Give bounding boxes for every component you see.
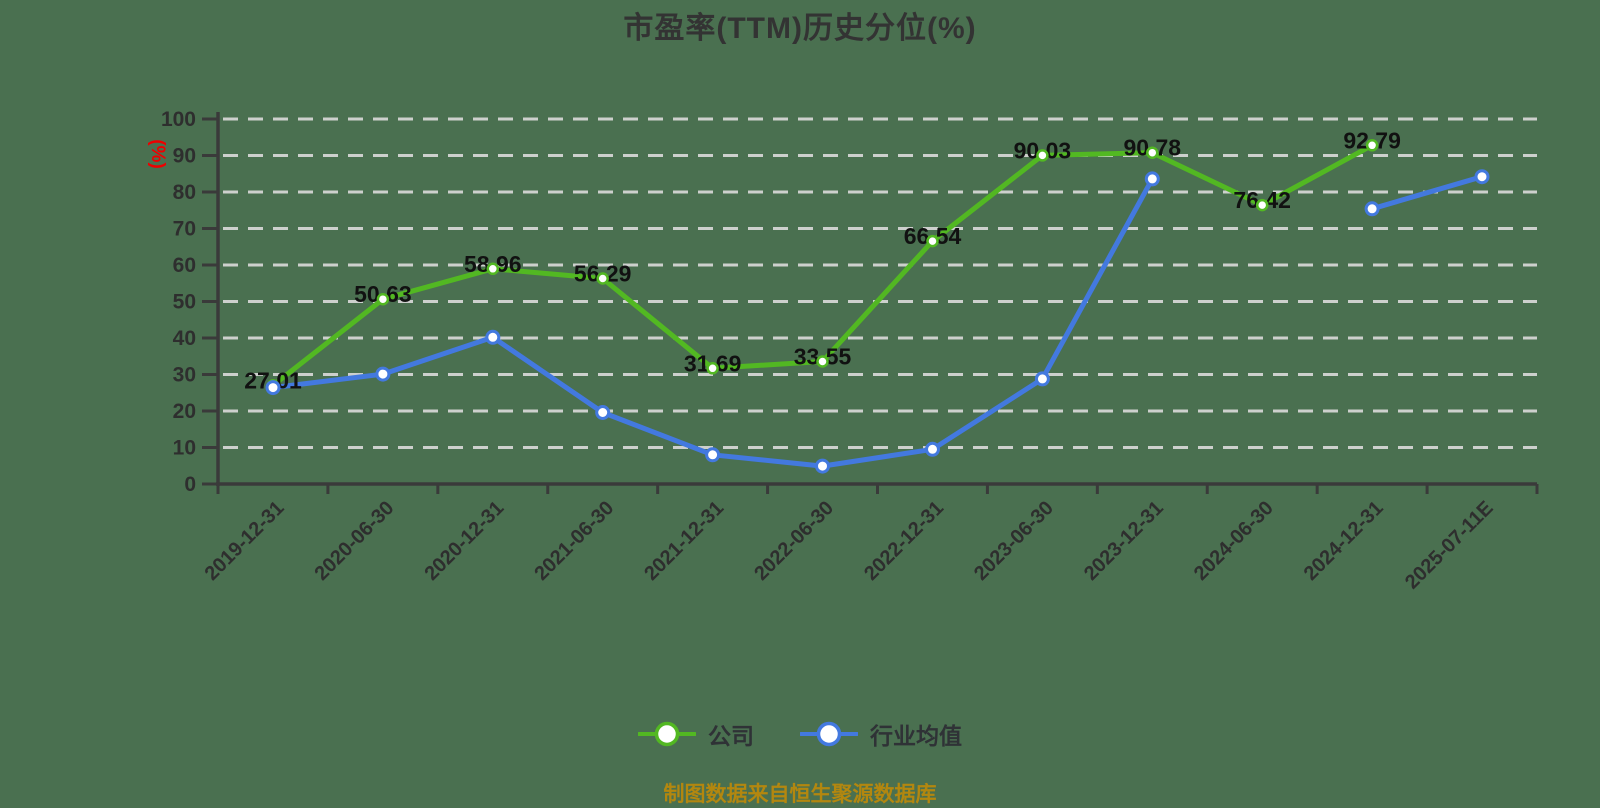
industry-data-point-marker [265, 380, 281, 396]
y-tick-label: 80 [173, 181, 196, 204]
company-data-point-marker [486, 262, 500, 276]
company-data-point-marker [1255, 198, 1269, 212]
x-tick-label: 2025-07-11E [1401, 497, 1498, 594]
industry-data-point-marker [1364, 201, 1380, 217]
legend-label-industry-average: 行业均值 [870, 723, 962, 749]
chart-title: 市盈率(TTM)历史分位(%) [623, 12, 977, 45]
legend: 公司 行业均值 [0, 716, 1600, 752]
industry-data-point-marker [1144, 171, 1160, 187]
y-tick-label: 40 [173, 327, 196, 350]
industry-data-point-marker [925, 441, 940, 457]
company-data-point-marker [596, 272, 609, 285]
legend-item-company[interactable]: 公司 [638, 717, 754, 751]
y-tick-label: 0 [184, 473, 196, 496]
industry-data-point-marker [705, 447, 721, 463]
industry-data-point-marker [1034, 371, 1050, 387]
y-tick-label: 20 [173, 400, 196, 423]
x-tick-label: 2023-12-31 [1080, 497, 1168, 585]
industry-data-point-marker [375, 366, 391, 382]
x-tick-label: 2020-12-31 [420, 497, 508, 585]
legend-item-industry-average[interactable]: 行业均值 [800, 717, 962, 751]
y-tick-label: 10 [173, 437, 196, 460]
x-tick-label: 2019-12-31 [201, 497, 289, 585]
y-tick-label: 50 [173, 291, 196, 314]
y-tick-label: 70 [173, 218, 196, 241]
x-tick-label: 2024-12-31 [1300, 497, 1388, 585]
x-tick-label: 2024-06-30 [1190, 497, 1278, 585]
line-chart: 0 10 20 30 40 50 60 70 80 90 100 2019-12-31 2020-06-… [161, 108, 1539, 594]
y-tick-label: 90 [173, 145, 196, 168]
company-data-point-marker [376, 292, 390, 306]
company-data-point-marker [926, 234, 939, 248]
y-tick-label: 30 [173, 364, 196, 387]
industry-data-point-marker [1474, 169, 1490, 185]
x-tick-label: 2020-06-30 [311, 497, 399, 585]
x-tick-label: 2023-06-30 [970, 497, 1058, 585]
legend-label-company: 公司 [708, 723, 754, 749]
company-data-point-marker [1365, 139, 1379, 152]
x-tick-label: 2021-06-30 [530, 497, 618, 585]
industry-data-point-marker [595, 405, 611, 420]
y-tick-label: 100 [161, 108, 196, 131]
company-data-point-marker [816, 355, 829, 368]
industry-data-point-marker [485, 329, 501, 345]
x-tick-label: 2022-06-30 [750, 497, 838, 585]
company-data-point-marker [706, 362, 719, 375]
x-tick-label: 2022-12-31 [860, 497, 948, 585]
x-tick-label: 2021-12-31 [640, 497, 728, 585]
company-data-point-marker [1036, 149, 1049, 162]
company-data-point-marker [1146, 146, 1159, 159]
y-tick-label: 60 [173, 254, 196, 277]
company-line-marker-icon [638, 721, 696, 747]
industry-data-point-marker [815, 458, 830, 474]
industry-series-line [270, 174, 1485, 469]
industry-line-marker-icon [800, 721, 858, 747]
data-source-note: 制图数据来自恒生聚源数据库 [663, 783, 937, 806]
